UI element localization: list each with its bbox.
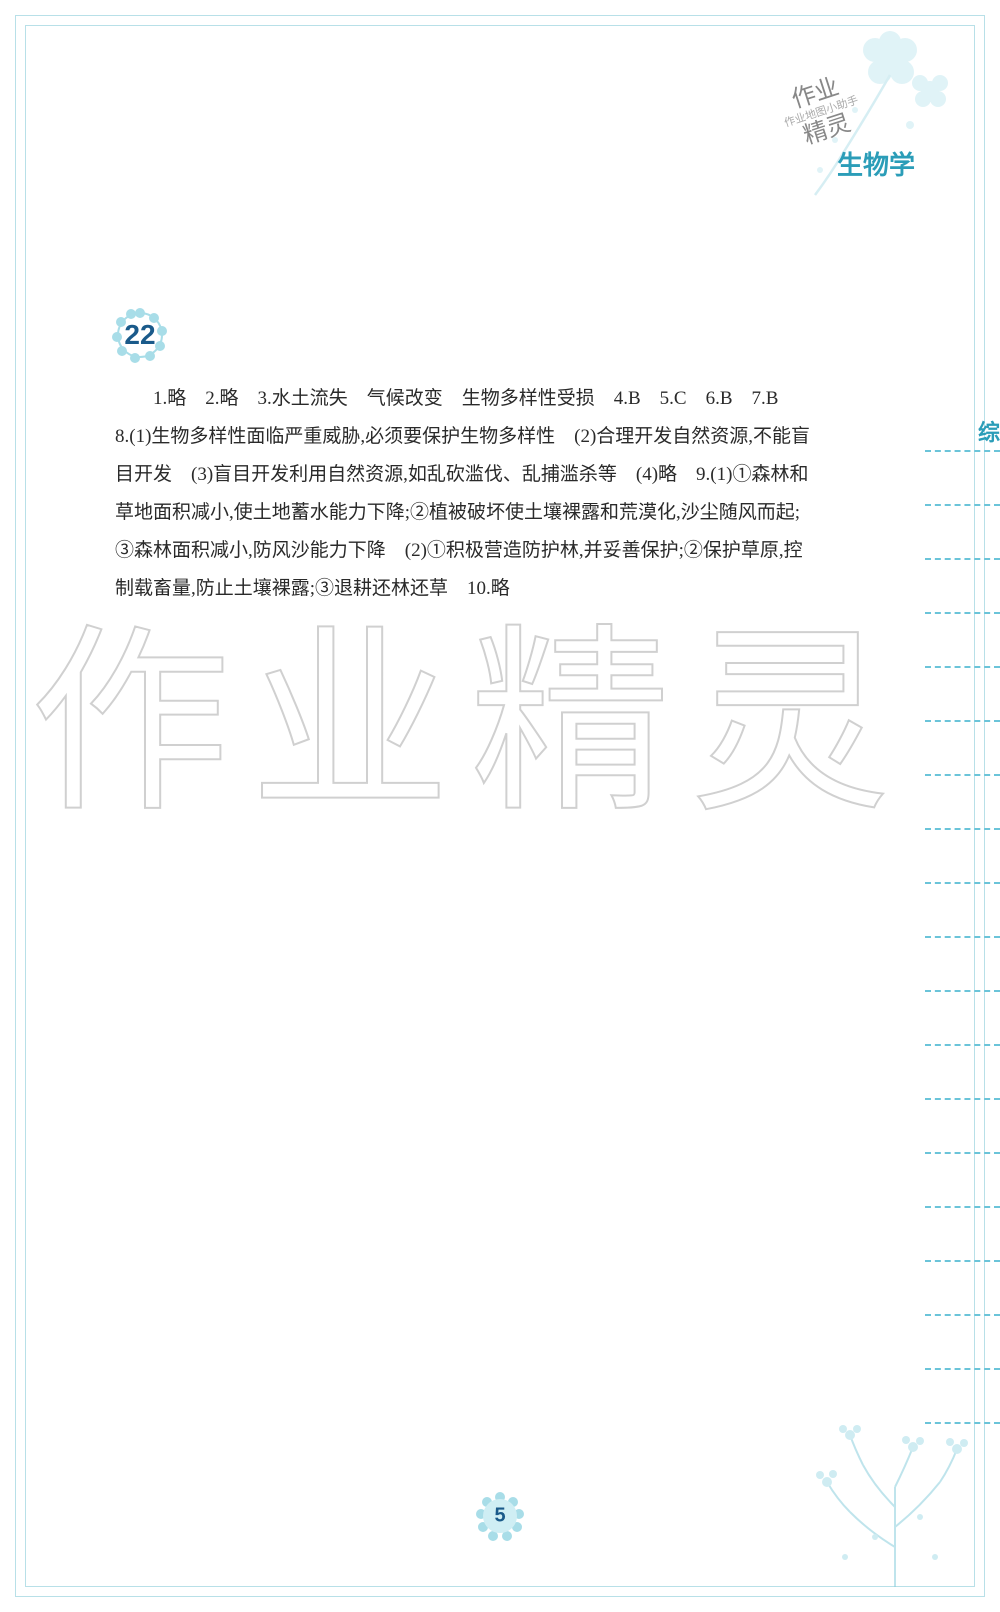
bottom-tree-decoration bbox=[775, 1387, 975, 1587]
answer-line: ③森林面积减小,防风沙能力下降 (2)①积极营造防护林,并妥善保护;②保护草原,… bbox=[115, 532, 1000, 570]
dashed-line bbox=[925, 720, 1000, 722]
dashed-line bbox=[925, 828, 1000, 830]
dashed-line bbox=[925, 1152, 1000, 1154]
answer-line: 8.(1)生物多样性面临严重威胁,必须要保护生物多样性 (2)合理开发自然资源,… bbox=[115, 418, 1000, 456]
dashed-line bbox=[925, 612, 1000, 614]
dashed-line bbox=[925, 1044, 1000, 1046]
dashed-line bbox=[925, 1206, 1000, 1208]
chapter-badge: 22 bbox=[110, 305, 170, 365]
dashed-line bbox=[925, 774, 1000, 776]
inner-border bbox=[25, 25, 975, 1587]
dashed-line bbox=[925, 1260, 1000, 1262]
answer-line: 制载畜量,防止土壤裸露;③退耕还林还草 10.略 bbox=[115, 570, 1000, 608]
answer-line: 目开发 (3)盲目开发利用自然资源,如乱砍滥伐、乱捕滥杀等 (4)略 9.(1)… bbox=[115, 456, 1000, 494]
dashed-line bbox=[925, 666, 1000, 668]
dashed-line bbox=[925, 990, 1000, 992]
answer-line: 草地面积减小,使土地蓄水能力下降;②植被破坏使土壤裸露和荒漠化,沙尘随风而起; bbox=[115, 494, 1000, 532]
subject-title: 生物学 bbox=[837, 145, 915, 182]
dashed-line bbox=[925, 936, 1000, 938]
page-number-badge: 5 bbox=[474, 1490, 526, 1542]
dashed-line bbox=[925, 882, 1000, 884]
dashed-line bbox=[925, 1098, 1000, 1100]
answer-content: 1.略 2.略 3.水土流失 气候改变 生物多样性受损 4.B 5.C 6.B … bbox=[115, 380, 1000, 608]
dashed-line bbox=[925, 1314, 1000, 1316]
chapter-number: 22 bbox=[124, 319, 155, 351]
dashed-line bbox=[925, 1368, 1000, 1370]
page-number: 5 bbox=[494, 1505, 505, 1528]
answer-line: 1.略 2.略 3.水土流失 气候改变 生物多样性受损 4.B 5.C 6.B … bbox=[115, 380, 1000, 418]
